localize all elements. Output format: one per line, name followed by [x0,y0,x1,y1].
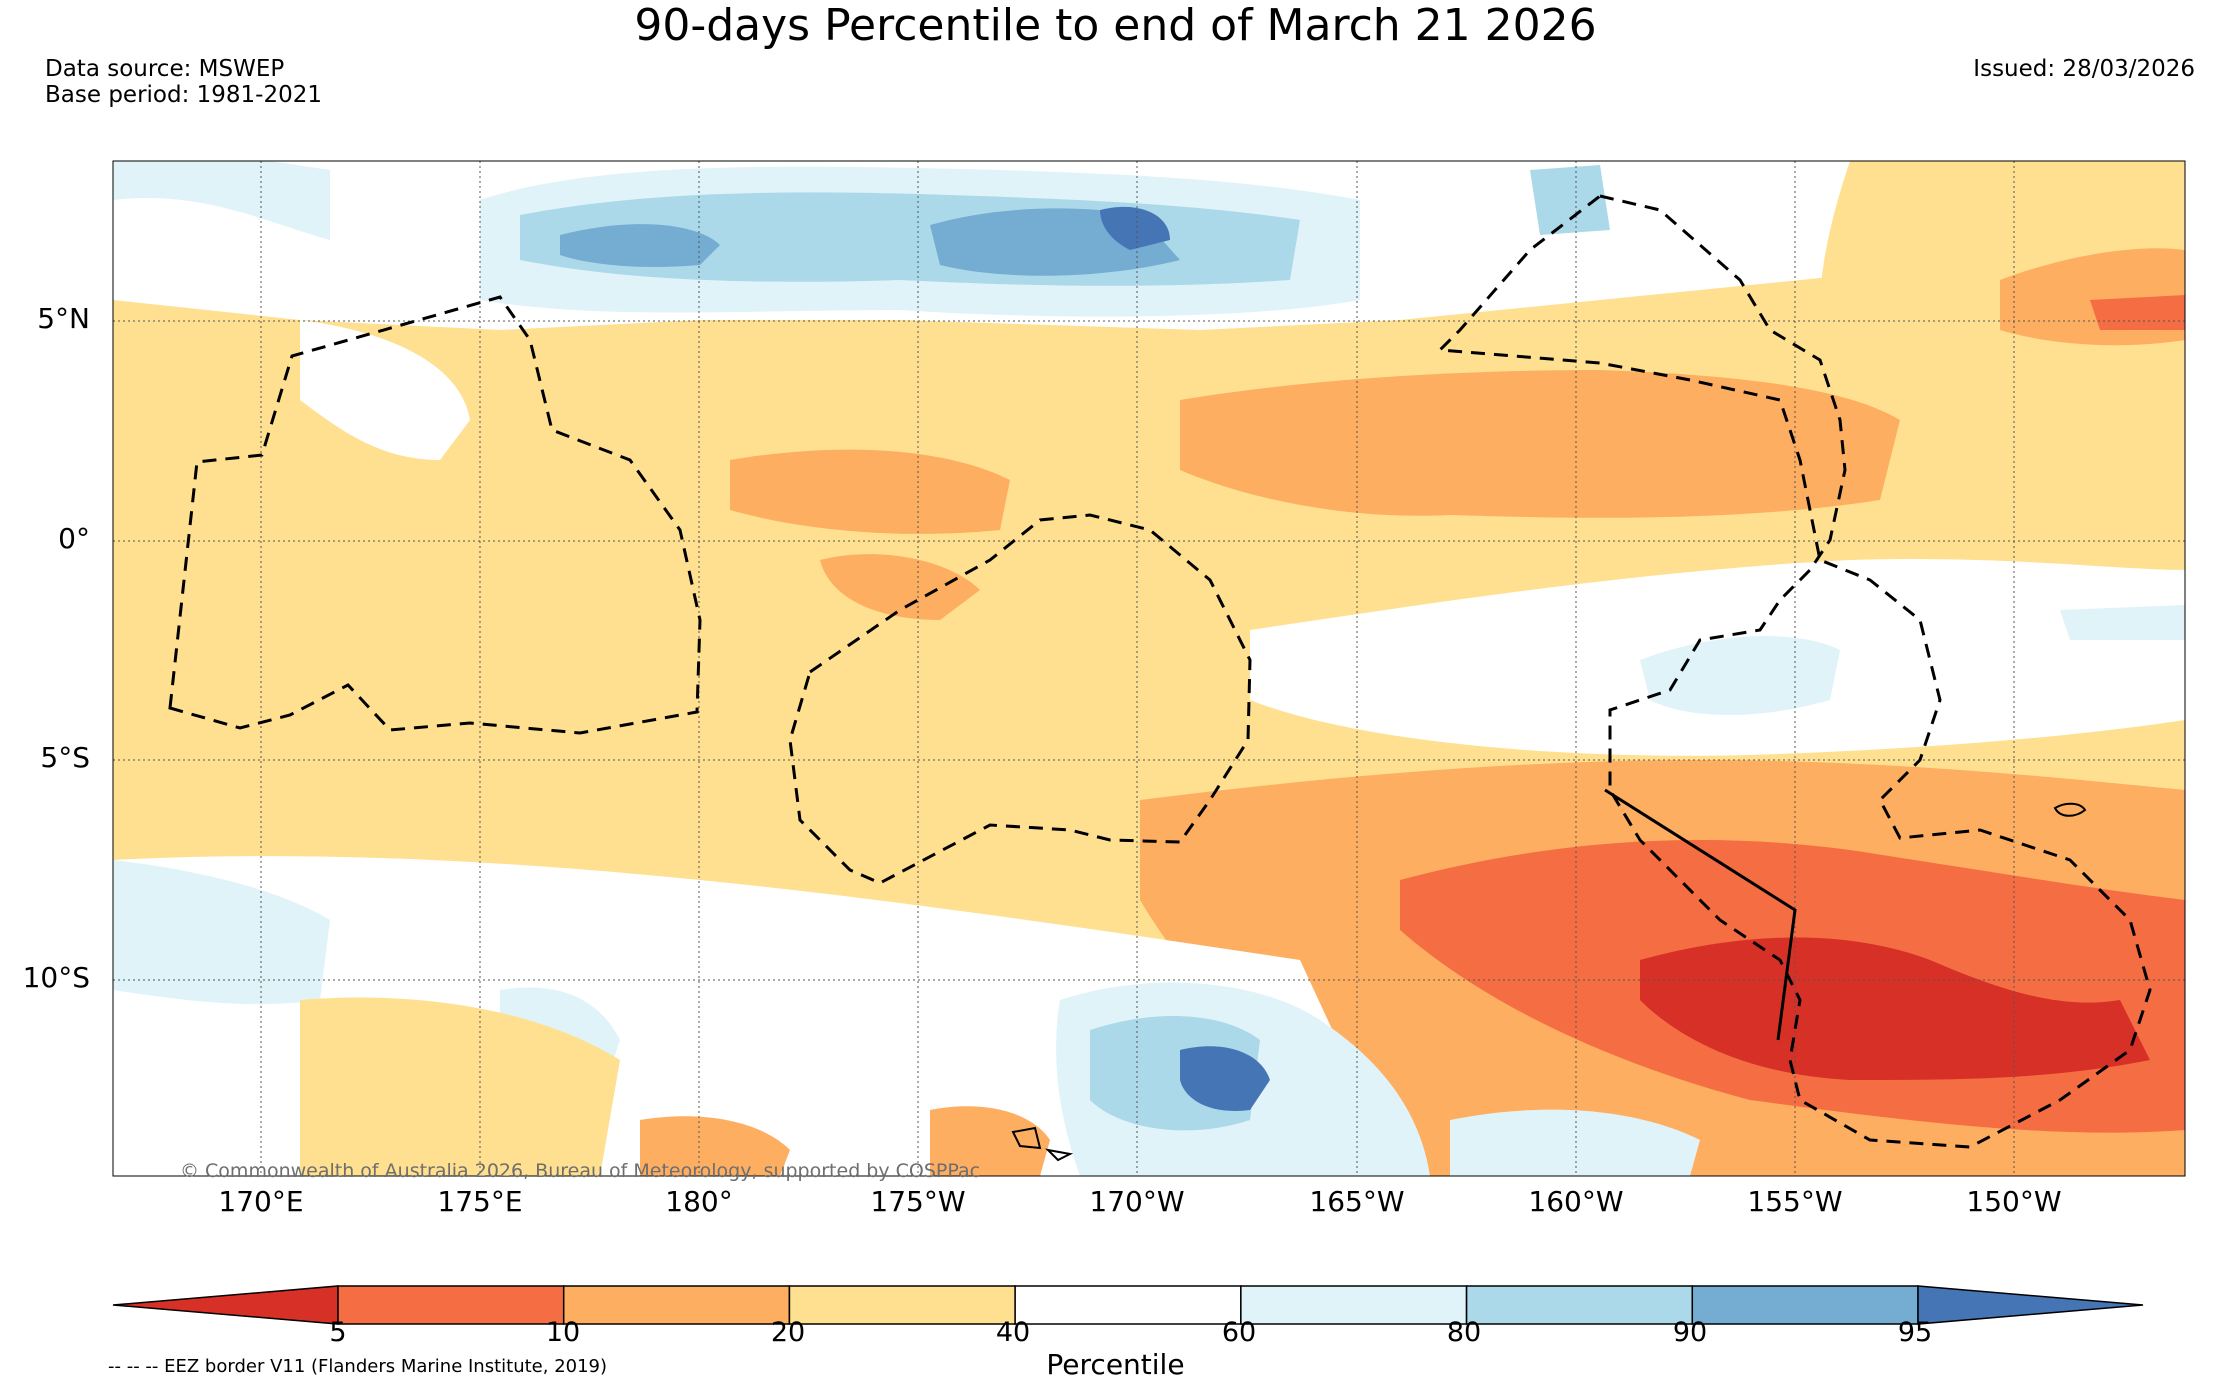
islands [1011,802,2087,1162]
central-north-orange [1180,370,1900,518]
lon-label-180: 180° [665,1185,733,1218]
colorbar-segments [112,1285,2144,1325]
colorbar-segment [337,1285,565,1325]
nw-light-blue [113,161,330,240]
colorbar-segment [1014,1285,1242,1325]
north-dark-blue-core [1100,206,1170,250]
eez-legend-note: -- -- -- EEZ border V11 (Flanders Marine… [108,1356,608,1377]
map-title: 90-days Percentile to end of March 21 20… [634,0,1597,51]
maritime-boundary [1604,788,1797,1041]
colorbar-segment [1691,1285,1919,1325]
lon-label-150w: 150°W [1966,1185,2062,1218]
west-white-patch [300,320,470,460]
lon-label-170w: 170°W [1089,1185,1185,1218]
sw-light-blue [113,860,330,1005]
colorbar-segment [562,1285,791,1325]
lon-label-175e: 175°E [437,1185,523,1218]
south-equatorial-light-blue [1640,636,1840,715]
colorbar-extend-high [1917,1285,2144,1325]
colorbar-tick-20: 20 [770,1317,806,1348]
lon-label-175w: 175°W [870,1185,966,1218]
map-field [113,161,2185,1176]
colorbar-tick-90: 90 [1672,1317,1708,1348]
base-period-label: Base period: 1981-2021 [45,82,323,108]
data-source-info: Data source: MSWEP Base period: 1981-202… [45,56,322,108]
colorbar-segment [1465,1285,1694,1325]
lon-label-160w: 160°W [1528,1185,1624,1218]
data-source-label: Data source: MSWEP [45,56,285,82]
central-orange-patch-2 [820,554,980,620]
lon-label-155w: 155°W [1747,1185,1843,1218]
sw-yellow [300,997,620,1176]
colorbar-tick-80: 80 [1446,1317,1482,1348]
copyright-notice: © Commonwealth of Australia 2026, Bureau… [180,1160,981,1182]
s-orange-patch [930,1106,1050,1176]
graticule [113,161,2185,1176]
sw-orange [640,1116,790,1176]
eez-borders [168,194,2152,1149]
colorbar-tick-60: 60 [1221,1317,1257,1348]
se-red-core [1640,937,2150,1080]
issued-date: Issued: 28/03/2026 [1973,56,2195,82]
north-blue-core-1 [560,224,720,267]
lat-label-0: 0° [58,522,90,555]
south-east-light-blue [1450,1109,1700,1176]
lon-label-165w: 165°W [1309,1185,1405,1218]
lat-label-10s: 10°S [22,961,90,994]
ne-blue-patch [1530,165,1610,235]
colorbar-title: Percentile [1046,1348,1185,1381]
lon-label-170e: 170°E [218,1185,304,1218]
colorbar-tick-10: 10 [545,1317,581,1348]
central-orange-patch-1 [730,449,1010,534]
south-dark-blue-core [1180,1046,1270,1111]
map-frame [112,160,2186,1177]
colorbar-tick-95: 95 [1897,1317,1933,1348]
east-light-blue [2060,605,2185,640]
lat-label-5n: 5°N [37,302,90,335]
lat-label-5s: 5°S [40,741,90,774]
colorbar-tick-5: 5 [329,1317,347,1348]
colorbar-tick-40: 40 [995,1317,1031,1348]
